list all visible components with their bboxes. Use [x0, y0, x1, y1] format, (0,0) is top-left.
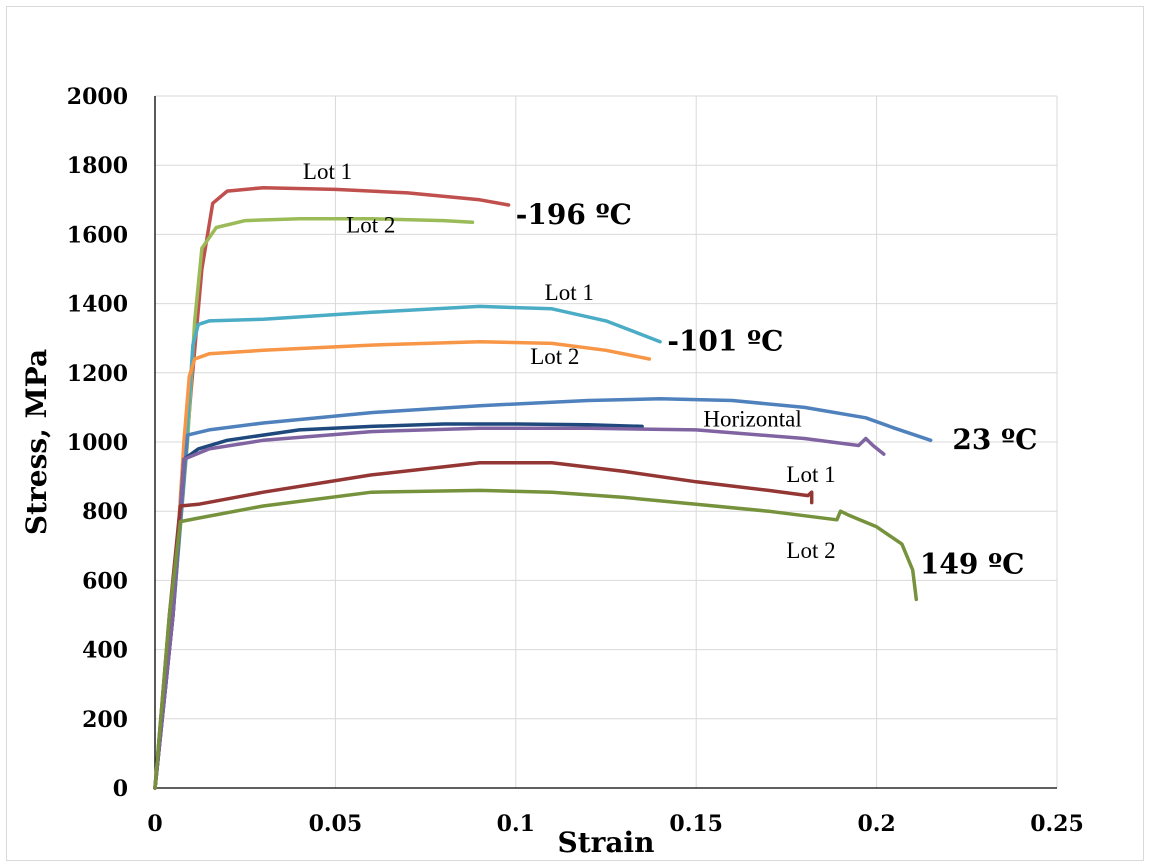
y-tick-label: 400	[82, 638, 128, 664]
x-tick-label: 0.05	[309, 811, 363, 837]
x-tick-label: 0	[147, 811, 162, 837]
series-label-9: Lot 1	[786, 462, 835, 487]
series-line-1	[153, 185, 511, 790]
y-tick-label: 200	[82, 707, 128, 733]
series-label-4: Lot 1	[545, 280, 594, 305]
tick-labels: 0 200 400 600 800 1000 1200 1400 1600 1800 2000 0 0.…	[67, 84, 1084, 837]
annotations: Lot 1 Lot 2 -196 ºC Lot 1 -101 ºC Lot 2 Horizo…	[303, 159, 1037, 580]
y-tick-label: 1600	[67, 222, 128, 248]
x-tick-label: 0.15	[669, 811, 723, 837]
temperature-label-11: 149 ºC	[920, 547, 1024, 580]
series-line-9	[153, 488, 919, 790]
y-tick-label: 600	[82, 568, 128, 594]
y-tick-label: 1200	[67, 361, 128, 387]
series-lines	[153, 185, 933, 790]
series-line-5	[153, 397, 933, 790]
x-tick-label: 0.2	[857, 811, 895, 837]
gridlines	[155, 95, 1058, 788]
x-axis-title: Strain	[557, 826, 654, 859]
series-line-6	[153, 422, 644, 790]
axes	[154, 96, 1057, 789]
temperature-label-8: 23 ºC	[952, 423, 1037, 456]
series-label-1: Lot 1	[303, 159, 352, 184]
series-line-4	[153, 339, 652, 790]
y-tick-label: 1800	[67, 153, 128, 179]
temperature-label-5: -101 ºC	[667, 324, 783, 357]
y-tick-label: 1400	[67, 292, 128, 318]
y-tick-label: 2000	[67, 84, 128, 110]
series-line-3	[153, 304, 662, 790]
y-tick-label: 0	[113, 776, 128, 802]
x-tick-label: 0.25	[1030, 811, 1084, 837]
series-label-6: Lot 2	[530, 344, 579, 369]
y-tick-label: 1000	[67, 430, 128, 456]
temperature-label-3: -196 ºC	[516, 198, 632, 231]
x-tick-label: 0.1	[497, 811, 535, 837]
series-label-7: Horizontal	[703, 406, 801, 431]
series-line-8	[153, 461, 814, 790]
y-tick-label: 800	[82, 499, 128, 525]
series-label-2: Lot 2	[346, 213, 395, 238]
y-axis-title: Stress, MPa	[20, 349, 53, 535]
series-line-7	[153, 426, 886, 790]
series-label-10: Lot 2	[786, 538, 835, 563]
